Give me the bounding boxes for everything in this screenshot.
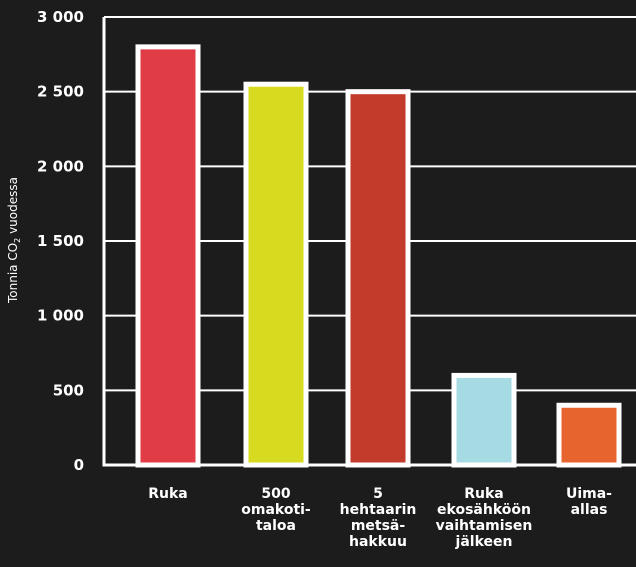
category-label: Ruka <box>148 486 188 502</box>
bar <box>556 402 622 468</box>
category-label-line: vaihtamisen <box>436 518 533 534</box>
axes <box>102 17 636 467</box>
bars <box>135 44 622 468</box>
y-tick-label: 2 500 <box>37 83 84 101</box>
y-axis-label-subscript: 2 <box>13 238 22 243</box>
category-label-line: hakkuu <box>349 534 407 550</box>
y-tick-label: 1 000 <box>37 307 84 325</box>
y-axis-label-prefix: Tonnia CO <box>6 243 20 304</box>
category-label-line: hehtaarin <box>340 502 417 518</box>
y-axis-label-suffix: vuodessa <box>6 177 20 238</box>
y-tick-label: 1 500 <box>37 232 84 250</box>
bar <box>135 44 201 468</box>
category-label-line: omakoti- <box>241 502 311 518</box>
category-label: Ruka ekosähköön vaihtamisen jälkeen <box>436 486 533 550</box>
category-label-line: allas <box>571 502 608 518</box>
category-label-line: ekosähköön <box>437 502 531 518</box>
y-tick-label: 500 <box>53 381 84 399</box>
bar <box>345 89 411 468</box>
category-label-line: taloa <box>256 518 296 534</box>
bar <box>451 372 517 468</box>
y-tick-label: 0 <box>74 456 84 474</box>
category-label-line: metsä- <box>351 518 406 534</box>
category-labels: Ruka 500 omakoti-taloa 5 hehtaarin metsä-hakk… <box>148 486 612 550</box>
y-tick-label: 3 000 <box>37 8 84 26</box>
y-tick-label: 2 000 <box>37 157 84 175</box>
y-axis-label: Tonnia CO2 vuodessa <box>6 177 22 304</box>
category-label-line: Ruka <box>464 486 504 502</box>
category-label-line: jälkeen <box>455 534 513 550</box>
category-label: 500 omakoti-taloa <box>241 486 311 534</box>
category-label-line: 5 <box>373 486 383 502</box>
category-label: Uima-allas <box>566 486 612 518</box>
category-label: 5 hehtaarin metsä-hakkuu <box>340 486 417 550</box>
category-label-line: 500 <box>261 486 290 502</box>
y-tick-labels: 0 500 1 000 1 500 2 000 2 500 3 000 <box>37 8 84 474</box>
bar <box>243 81 309 468</box>
category-label-line: Ruka <box>148 486 188 502</box>
category-label-line: Uima- <box>566 486 612 502</box>
